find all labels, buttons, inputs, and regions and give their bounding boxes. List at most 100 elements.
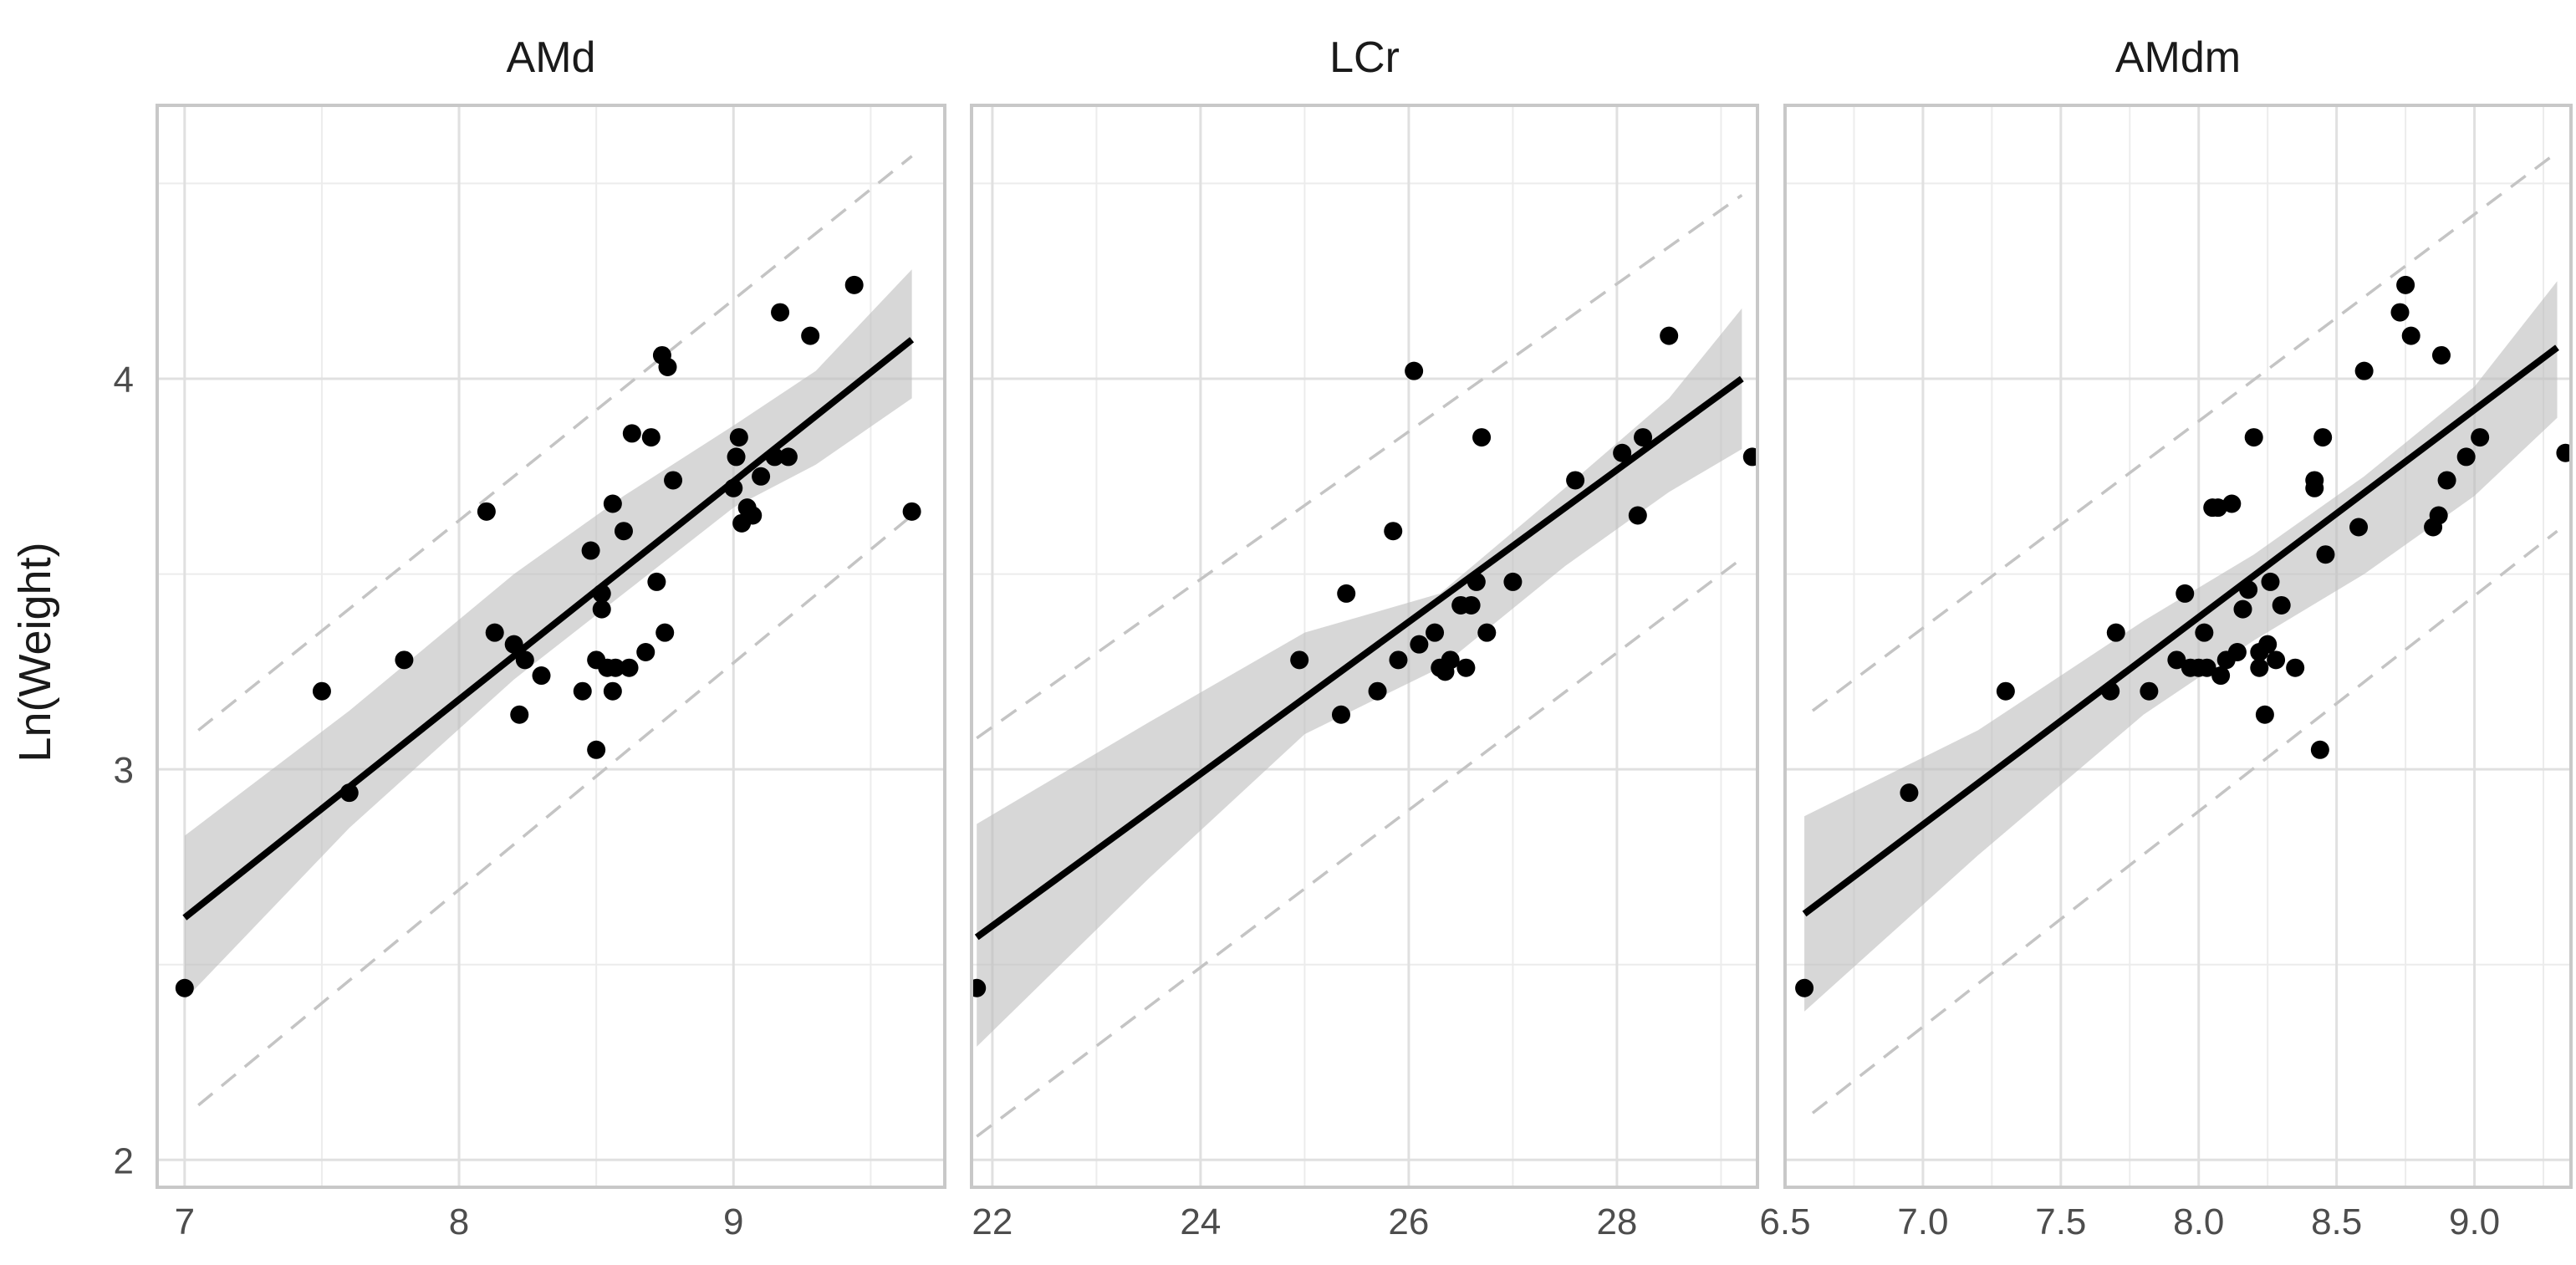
data-point <box>1472 428 1492 447</box>
data-point <box>2429 506 2448 525</box>
data-point <box>603 681 622 701</box>
prediction-lower-line <box>1811 529 2558 1115</box>
data-point <box>2313 428 2333 447</box>
data-point <box>1900 783 1919 803</box>
x-tick-label: 22 <box>972 1201 1013 1242</box>
data-point <box>515 650 534 670</box>
x-tick-label: 9 <box>723 1201 743 1242</box>
prediction-upper-line <box>976 194 1743 740</box>
data-point <box>2261 572 2280 591</box>
data-point <box>1441 650 1460 670</box>
x-tick-label: 8 <box>449 1201 469 1242</box>
data-point <box>2354 361 2374 380</box>
data-point <box>1331 705 1350 724</box>
data-point <box>2286 658 2305 677</box>
panel-title: LCr <box>1329 33 1400 82</box>
data-point <box>655 623 675 642</box>
data-point <box>2431 345 2451 365</box>
y-axis-label: Ln(Weight) <box>10 542 60 762</box>
panel-title: AMd <box>507 33 596 82</box>
data-point <box>603 494 622 513</box>
data-point <box>614 522 633 541</box>
data-point <box>1461 595 1481 615</box>
data-point <box>2456 447 2476 467</box>
data-point <box>2272 595 2291 615</box>
data-point <box>175 978 194 997</box>
panel-title: AMdm <box>2115 33 2241 82</box>
data-point <box>1389 650 1408 670</box>
data-point <box>2208 498 2227 518</box>
x-tick-label: 7.5 <box>2035 1201 2086 1242</box>
data-point <box>581 541 600 560</box>
data-point <box>620 658 639 677</box>
data-point <box>801 326 820 345</box>
panel-plot-area <box>175 155 921 1107</box>
data-point <box>2396 275 2415 294</box>
y-tick-label: 4 <box>114 360 134 400</box>
data-point <box>1405 361 1424 380</box>
data-point <box>636 643 655 662</box>
panel-border <box>970 104 1759 1189</box>
data-point <box>2255 705 2274 724</box>
regression-line <box>974 375 1744 941</box>
data-point <box>2258 635 2278 654</box>
data-point <box>2437 471 2456 490</box>
data-point <box>771 303 790 322</box>
data-point <box>727 447 746 467</box>
data-point <box>1503 572 1523 591</box>
data-point <box>2305 471 2324 490</box>
data-point <box>1410 635 1429 654</box>
data-point <box>532 666 551 686</box>
x-tick-label: 8.5 <box>2311 1201 2362 1242</box>
data-point <box>2140 681 2159 701</box>
data-point <box>752 467 771 486</box>
data-point <box>477 502 496 521</box>
panel-amd: AMd 7 8 9 2 3 4 <box>114 33 946 1242</box>
x-tick-label: 24 <box>1180 1201 1221 1242</box>
confidence-band <box>1804 281 2558 1012</box>
data-point <box>2401 326 2420 345</box>
data-point <box>2244 428 2263 447</box>
data-point <box>1456 658 1476 677</box>
prediction-upper-line <box>197 155 913 732</box>
data-point <box>2390 303 2410 322</box>
data-point <box>664 471 683 490</box>
data-point <box>510 705 529 724</box>
data-point <box>729 428 748 447</box>
data-point <box>1613 443 1632 462</box>
x-tick-label: 28 <box>1596 1201 1637 1242</box>
data-point <box>485 623 504 642</box>
panel-lcr: LCr 22 24 26 28 <box>970 33 1759 1242</box>
regression-line <box>1802 344 2559 917</box>
regression-line <box>182 337 915 921</box>
data-point <box>972 978 987 997</box>
data-point <box>2106 623 2125 642</box>
panel-border <box>156 104 946 1189</box>
data-point <box>1660 326 1679 345</box>
prediction-lower-line <box>197 514 913 1107</box>
data-point <box>2167 650 2186 670</box>
data-point <box>2211 666 2231 686</box>
panel-amdm: AMdm 6.5 7.0 7.5 8.0 8.5 9.0 <box>1759 33 2573 1242</box>
data-point <box>587 740 606 759</box>
data-point <box>573 681 592 701</box>
data-point <box>2316 545 2335 564</box>
data-point <box>2471 428 2490 447</box>
data-point <box>1566 471 1585 490</box>
x-tick-label: 6.5 <box>1759 1201 1810 1242</box>
data-point <box>1426 623 1445 642</box>
data-point <box>2222 494 2242 513</box>
data-point <box>2310 740 2329 759</box>
data-point <box>2197 658 2216 677</box>
data-point <box>641 428 661 447</box>
data-point <box>844 275 864 294</box>
y-tick-label: 2 <box>114 1140 134 1181</box>
data-point <box>1742 447 1757 467</box>
data-point <box>2556 443 2571 462</box>
x-tick-label: 7 <box>175 1201 195 1242</box>
data-point <box>1634 428 1653 447</box>
y-tick-label: 3 <box>114 750 134 791</box>
data-point <box>2195 623 2214 642</box>
prediction-upper-line <box>1811 150 2558 712</box>
data-point <box>592 599 611 619</box>
